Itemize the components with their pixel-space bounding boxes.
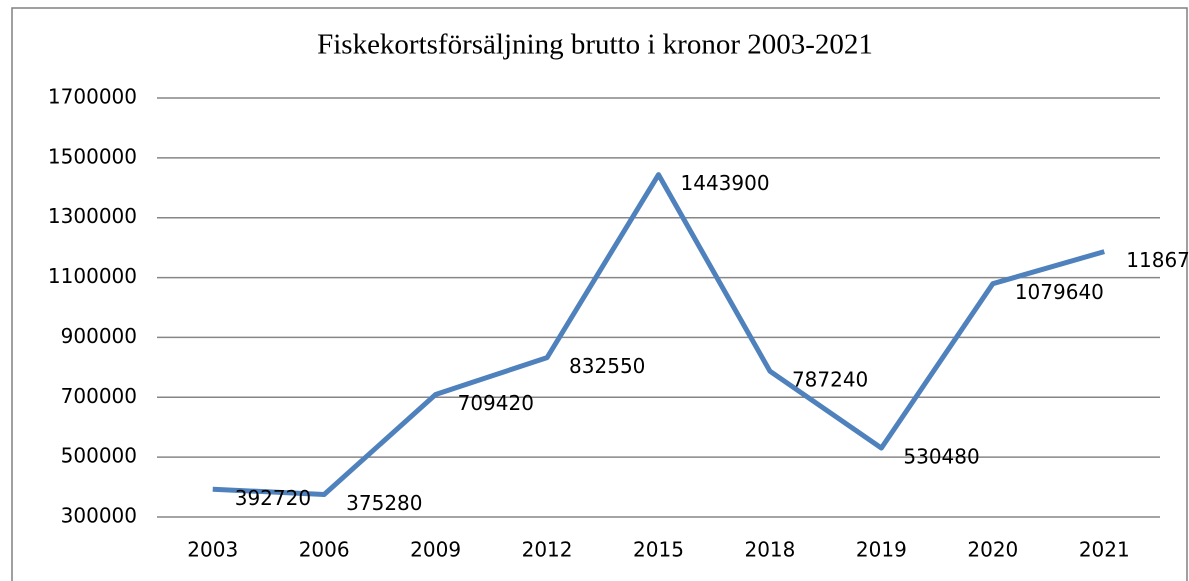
y-tick-label: 1100000 [48, 264, 137, 288]
chart-frame [11, 7, 1188, 581]
y-tick-label: 1300000 [48, 204, 137, 228]
x-tick-label: 2009 [410, 538, 461, 562]
y-tick-label: 900000 [61, 324, 137, 348]
data-label: 709420 [458, 391, 534, 415]
data-label: 530480 [903, 445, 979, 469]
y-tick-label: 700000 [61, 384, 137, 408]
y-tick-label: 500000 [61, 444, 137, 468]
y-tick-label: 1500000 [48, 144, 137, 168]
chart-title: Fiskekortsförsäljning brutto i kronor 20… [317, 29, 873, 61]
x-tick-label: 2006 [299, 538, 350, 562]
data-line [212, 172, 1105, 497]
data-label: 832550 [569, 354, 645, 378]
data-label: 1079640 [1015, 280, 1104, 304]
x-tick-label: 2020 [967, 538, 1018, 562]
x-tick-label: 2015 [633, 538, 684, 562]
x-tick-label: 2021 [1079, 538, 1130, 562]
y-tick-label: 300000 [61, 504, 137, 528]
data-label: 392720 [235, 486, 311, 510]
data-label: 1186740 [1126, 248, 1189, 272]
x-tick-label: 2012 [522, 538, 573, 562]
x-tick-label: 2018 [744, 538, 795, 562]
data-label: 375280 [346, 491, 422, 515]
data-label: 1443900 [681, 171, 770, 195]
x-tick-label: 2019 [856, 538, 907, 562]
y-tick-label: 1700000 [48, 85, 137, 109]
data-label: 787240 [792, 368, 868, 392]
x-tick-label: 2003 [187, 538, 238, 562]
